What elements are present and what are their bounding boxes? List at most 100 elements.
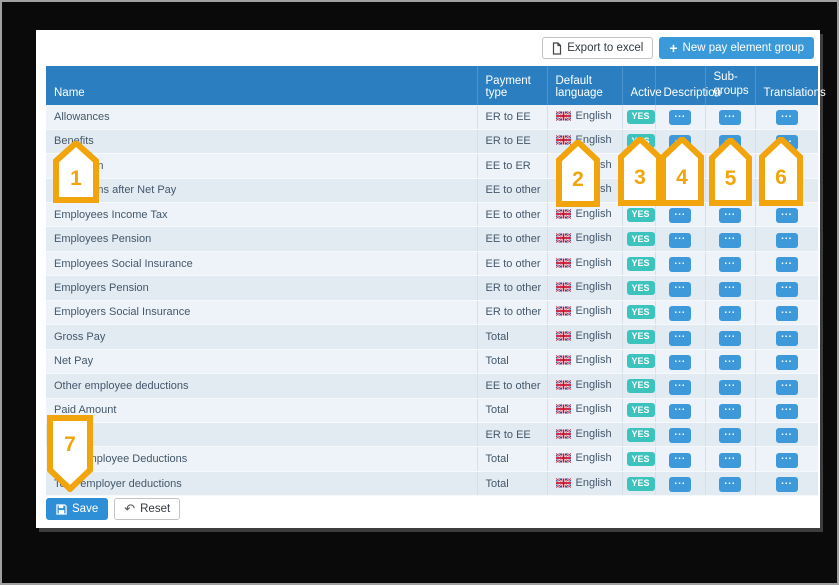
payment-type-cell: Total [476, 349, 547, 375]
translations-dots-button[interactable]: ... [775, 427, 798, 444]
description-dots-button[interactable]: ... [669, 207, 691, 224]
subgroups-dots-cell: ... [704, 446, 755, 472]
subgroups-dots-button[interactable]: ... [719, 379, 741, 395]
description-dots-button[interactable]: ... [669, 354, 691, 371]
language-label: English [575, 427, 612, 440]
active-badge[interactable]: YES [626, 378, 655, 393]
description-dots-button[interactable]: ... [669, 281, 691, 297]
payment-type-cell: EE to other [476, 202, 547, 228]
column-header-payment-type: Payment type [476, 66, 547, 105]
translations-dots-button[interactable]: ... [775, 109, 798, 126]
description-dots-button[interactable]: ... [669, 256, 691, 273]
subgroups-dots-button[interactable]: ... [719, 403, 741, 419]
name-cell: Employers Social Insurance [46, 300, 477, 326]
language-cell: English [546, 349, 622, 375]
description-dots-button[interactable]: ... [669, 452, 691, 468]
step-marker-5: 5 [709, 138, 752, 206]
step-marker-1: 1 [53, 141, 99, 203]
translations-dots-button[interactable]: ... [775, 354, 798, 371]
name-cell: Benefits [46, 129, 477, 155]
payment-type-cell: ER to EE [476, 129, 547, 155]
active-badge[interactable]: YES [626, 403, 655, 418]
active-cell: YES [621, 300, 655, 326]
step-marker-6: 6 [759, 137, 803, 206]
subgroups-dots-button[interactable]: ... [719, 207, 741, 224]
active-badge[interactable]: YES [626, 329, 655, 344]
translations-dots-button[interactable]: ... [775, 330, 798, 346]
language-cell: English [546, 324, 622, 350]
translations-dots-button[interactable]: ... [775, 379, 798, 395]
table-row: Other employee deductions EE to other Engl… [46, 373, 818, 399]
reset-button[interactable]: ↶ Reset [114, 498, 181, 520]
active-badge[interactable]: YES [626, 305, 655, 320]
translations-dots-button[interactable]: ... [775, 256, 798, 273]
step-marker-2: 2 [556, 140, 600, 207]
table-row: Employers Pension ER to other English YES..… [46, 275, 818, 301]
name-cell: Total Employee Deductions [46, 446, 477, 472]
uk-flag-icon [555, 306, 571, 317]
translations-dots-button[interactable]: ... [775, 281, 798, 297]
description-dots-button[interactable]: ... [669, 427, 691, 444]
description-dots-button[interactable]: ... [669, 330, 691, 346]
uk-flag-icon [555, 379, 571, 390]
table-row: Employees Social Insurance EE to other Eng… [46, 251, 818, 277]
translations-dots-button[interactable]: ... [775, 403, 798, 419]
active-cell: YES [621, 446, 655, 472]
name-cell: Net Pay [46, 349, 477, 375]
description-dots-button[interactable]: ... [669, 109, 691, 126]
payment-type-cell: Total [476, 324, 547, 350]
active-badge[interactable]: YES [626, 281, 655, 296]
export-to-excel-label: Export to excel [567, 42, 644, 54]
active-badge[interactable]: YES [626, 207, 655, 222]
subgroups-dots-button[interactable]: ... [719, 330, 741, 346]
active-cell: YES [621, 422, 655, 448]
subgroups-dots-cell: ... [704, 226, 755, 252]
active-badge[interactable]: YES [626, 476, 655, 491]
subgroups-dots-button[interactable]: ... [719, 232, 741, 248]
description-dots-cell: ... [654, 251, 705, 277]
name-cell: Gross Pay [46, 324, 477, 350]
language-label: English [575, 281, 612, 294]
subgroups-dots-button[interactable]: ... [719, 256, 741, 273]
subgroups-dots-button[interactable]: ... [719, 305, 741, 322]
active-badge[interactable]: YES [626, 109, 655, 124]
description-dots-button[interactable]: ... [669, 305, 691, 322]
subgroups-dots-button[interactable]: ... [719, 109, 741, 126]
active-badge[interactable]: YES [626, 256, 655, 271]
subgroups-dots-button[interactable]: ... [719, 354, 741, 371]
new-pay-element-group-button[interactable]: + New pay element group [659, 37, 814, 59]
translations-dots-cell: ... [754, 202, 818, 228]
subgroups-dots-button[interactable]: ... [719, 476, 741, 493]
table-header-row: Name Payment type Default language Activ… [46, 66, 826, 105]
translations-dots-button[interactable]: ... [775, 305, 798, 322]
description-dots-button[interactable]: ... [669, 476, 691, 493]
name-cell: Employees Social Insurance [46, 251, 477, 277]
active-badge[interactable]: YES [626, 452, 655, 467]
translations-dots-button[interactable]: ... [775, 452, 798, 468]
description-dots-button[interactable]: ... [669, 232, 691, 248]
language-label: English [575, 403, 612, 416]
language-label: English [575, 329, 612, 342]
table-row: Employers Social Insurance ER to other Eng… [46, 300, 818, 326]
column-header-active: Active [621, 66, 662, 105]
active-badge[interactable]: YES [626, 354, 655, 369]
active-cell: YES [621, 373, 655, 399]
content-panel: Export to excel + New pay element group … [36, 30, 826, 528]
translations-dots-button[interactable]: ... [775, 232, 798, 248]
save-button[interactable]: Save [46, 498, 109, 520]
subgroups-dots-button[interactable]: ... [719, 427, 741, 444]
translations-dots-button[interactable]: ... [775, 476, 798, 493]
payment-type-cell: EE to other [476, 251, 547, 277]
export-to-excel-button[interactable]: Export to excel [542, 37, 654, 59]
subgroups-dots-button[interactable]: ... [719, 281, 741, 297]
active-badge[interactable]: YES [626, 427, 655, 442]
translations-dots-cell: ... [754, 349, 818, 375]
description-dots-button[interactable]: ... [669, 403, 691, 419]
active-cell: YES [621, 324, 655, 350]
description-dots-button[interactable]: ... [669, 379, 691, 395]
active-badge[interactable]: YES [626, 232, 655, 247]
uk-flag-icon [555, 453, 571, 464]
subgroups-dots-button[interactable]: ... [719, 452, 741, 468]
translations-dots-button[interactable]: ... [775, 207, 798, 224]
step-marker-7: 7 [47, 415, 93, 492]
